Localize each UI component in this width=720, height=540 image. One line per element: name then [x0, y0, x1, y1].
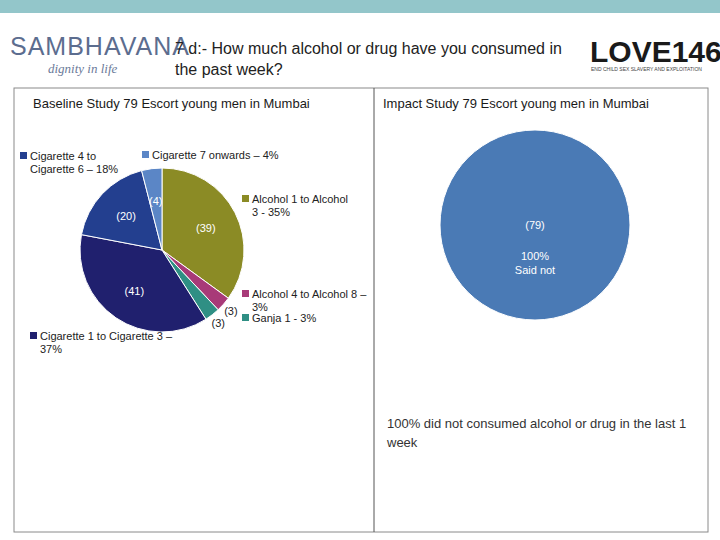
- pie-labels: (79) 100% Said not: [515, 219, 555, 276]
- annotation: 100% did not consumed alcohol or drug in…: [386, 416, 686, 450]
- legend-label: Cigarette 1 to Cigarette 3 –37%: [40, 330, 173, 355]
- legend-swatch: [20, 152, 27, 159]
- count-label: (3): [224, 305, 237, 317]
- text-line: Alcohol 1 to Alcohol: [252, 193, 348, 205]
- legend-swatch: [142, 151, 149, 158]
- left-logo-tagline: dignity in life: [48, 61, 118, 76]
- count-label: (79): [525, 219, 545, 231]
- right-logo-tagline: END CHILD SEX SLAVERY AND EXPLOITATION: [591, 66, 702, 72]
- legend-label: Alcohol 4 to Alcohol 8 –3%: [252, 288, 367, 313]
- pie-chart: Impact Study 79 Escort young men in Mumb…: [383, 96, 686, 450]
- count-label: (3): [212, 317, 225, 329]
- text-line: week: [386, 435, 418, 450]
- text-line: Cigarette 4 to: [30, 150, 96, 162]
- count-label: (41): [125, 285, 145, 297]
- pie-slice: [440, 130, 630, 320]
- text-line: Cigarette 7 onwards – 4%: [152, 149, 279, 161]
- count-label: (4): [149, 195, 162, 207]
- text-line: 37%: [40, 343, 62, 355]
- text-line: Alcohol 4 to Alcohol 8 –: [252, 288, 367, 300]
- text-line: Cigarette 6 – 18%: [30, 163, 118, 175]
- legend-label: Cigarette 4 toCigarette 6 – 18%: [30, 150, 118, 175]
- right-logo: LOVE146: [590, 35, 720, 68]
- panel-frame: [14, 88, 708, 532]
- chart-svg: SAMBHAVANAdignity in life 7 d:- How much …: [0, 0, 720, 540]
- top-band: [0, 0, 720, 13]
- panel-divider: [374, 88, 375, 532]
- chart-title: Impact Study 79 Escort young men in Mumb…: [383, 96, 649, 111]
- text-line: 3 - 35%: [252, 206, 290, 218]
- text-line: Cigarette 1 to Cigarette 3 –: [40, 330, 173, 342]
- category-label: Said not: [515, 264, 555, 276]
- text-line: 100% did not consumed alcohol or drug in…: [387, 416, 686, 431]
- text-line: Ganja 1 - 3%: [252, 312, 316, 324]
- legend-swatch: [242, 195, 249, 202]
- left-logo: SAMBHAVANA: [10, 32, 190, 60]
- data-label: 100%: [521, 250, 549, 262]
- count-label: (39): [196, 222, 216, 234]
- chart-title: Baseline Study 79 Escort young men in Mu…: [33, 96, 310, 111]
- count-label: (20): [116, 210, 136, 222]
- text-line: the past week?: [175, 61, 283, 78]
- legend-swatch: [242, 290, 249, 297]
- text-line: 7 d:- How much alcohol or drug have you …: [175, 40, 562, 57]
- pie-slice: [142, 168, 162, 250]
- pie-chart: Baseline Study 79 Escort young men in Mu…: [20, 96, 367, 355]
- pie-slice: [80, 235, 206, 332]
- slices: [440, 130, 630, 320]
- main-title: 7 d:- How much alcohol or drug have you …: [175, 40, 562, 78]
- legend-swatch: [242, 314, 249, 321]
- legend-label: Cigarette 7 onwards – 4%: [152, 149, 279, 161]
- legend-swatch: [30, 332, 37, 339]
- legend-label: Alcohol 1 to Alcohol3 - 35%: [252, 193, 348, 218]
- pie-labels: (39) (3)(3) (41) (20) (4) Alcohol 1 to Alcoho…: [20, 149, 367, 355]
- chart-root: SAMBHAVANAdignity in life 7 d:- How much …: [0, 0, 720, 540]
- legend-label: Ganja 1 - 3%: [252, 312, 316, 324]
- slices: [80, 168, 244, 332]
